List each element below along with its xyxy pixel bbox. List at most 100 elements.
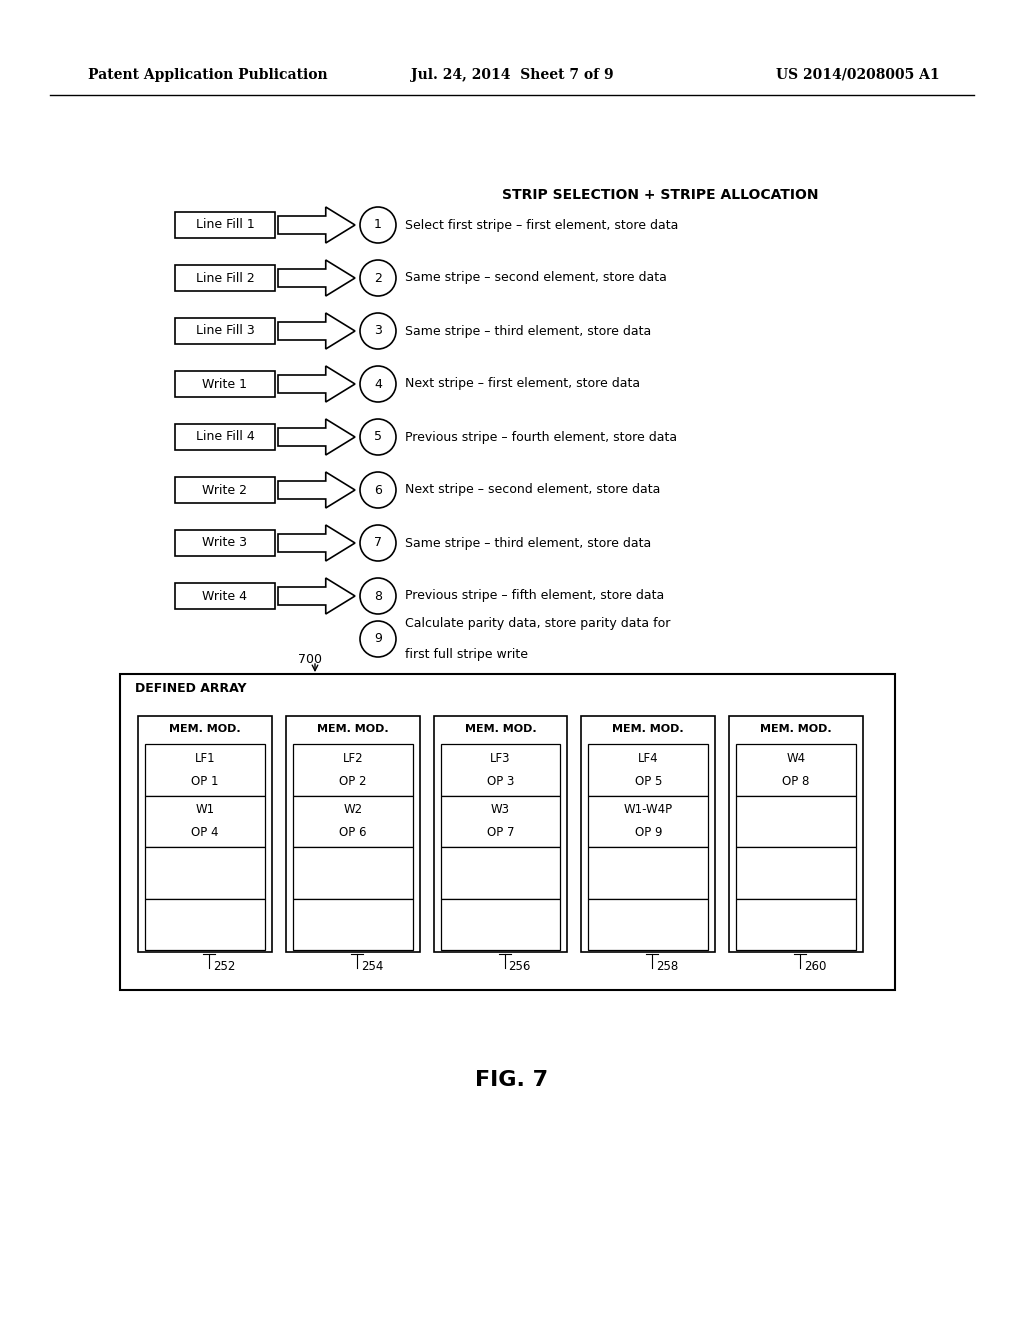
Text: Same stripe – third element, store data: Same stripe – third element, store data: [406, 536, 651, 549]
Circle shape: [360, 313, 396, 348]
Circle shape: [360, 366, 396, 403]
Bar: [433, 715, 567, 952]
Text: OP 9: OP 9: [635, 826, 663, 840]
Polygon shape: [278, 207, 355, 243]
Bar: [589, 744, 709, 796]
Text: 8: 8: [374, 590, 382, 602]
Bar: [736, 899, 856, 950]
Bar: [582, 715, 715, 952]
Text: MEM. MOD.: MEM. MOD.: [760, 723, 831, 734]
Bar: [175, 424, 275, 450]
Text: OP 7: OP 7: [486, 826, 514, 840]
Text: Write 2: Write 2: [203, 483, 248, 496]
Text: 3: 3: [374, 325, 382, 338]
Text: Patent Application Publication: Patent Application Publication: [88, 69, 328, 82]
Text: OP 8: OP 8: [782, 775, 810, 788]
Bar: [145, 796, 265, 847]
Bar: [440, 796, 560, 847]
Polygon shape: [278, 525, 355, 561]
Text: 7: 7: [374, 536, 382, 549]
Text: OP 3: OP 3: [486, 775, 514, 788]
Bar: [175, 265, 275, 290]
Bar: [293, 899, 413, 950]
Text: Previous stripe – fourth element, store data: Previous stripe – fourth element, store …: [406, 430, 677, 444]
Circle shape: [360, 620, 396, 657]
Text: LF2: LF2: [342, 752, 364, 764]
Text: Line Fill 1: Line Fill 1: [196, 219, 254, 231]
Text: OP 5: OP 5: [635, 775, 662, 788]
Text: Calculate parity data, store parity data for: Calculate parity data, store parity data…: [406, 616, 671, 630]
Text: MEM. MOD.: MEM. MOD.: [612, 723, 684, 734]
Text: OP 6: OP 6: [339, 826, 367, 840]
Text: 256: 256: [509, 960, 530, 973]
Text: first full stripe write: first full stripe write: [406, 648, 528, 661]
Bar: [729, 715, 863, 952]
Bar: [293, 796, 413, 847]
Text: US 2014/0208005 A1: US 2014/0208005 A1: [776, 69, 940, 82]
Bar: [175, 318, 275, 345]
Text: 9: 9: [374, 632, 382, 645]
Text: Same stripe – third element, store data: Same stripe – third element, store data: [406, 325, 651, 338]
Text: 700: 700: [298, 653, 322, 667]
Text: W1: W1: [196, 804, 214, 816]
Text: 1: 1: [374, 219, 382, 231]
Text: Same stripe – second element, store data: Same stripe – second element, store data: [406, 272, 667, 285]
Polygon shape: [278, 313, 355, 348]
Text: 5: 5: [374, 430, 382, 444]
Polygon shape: [278, 578, 355, 614]
Text: Line Fill 3: Line Fill 3: [196, 325, 254, 338]
Text: Next stripe – first element, store data: Next stripe – first element, store data: [406, 378, 640, 391]
Bar: [440, 899, 560, 950]
Bar: [175, 477, 275, 503]
Bar: [589, 847, 709, 899]
Text: LF4: LF4: [638, 752, 658, 764]
Text: 252: 252: [213, 960, 236, 973]
Text: Next stripe – second element, store data: Next stripe – second element, store data: [406, 483, 660, 496]
Text: LF1: LF1: [195, 752, 215, 764]
Text: Write 1: Write 1: [203, 378, 248, 391]
Text: 254: 254: [360, 960, 383, 973]
Bar: [589, 899, 709, 950]
Circle shape: [360, 418, 396, 455]
Bar: [138, 715, 271, 952]
Bar: [440, 744, 560, 796]
Circle shape: [360, 525, 396, 561]
Bar: [736, 847, 856, 899]
Text: MEM. MOD.: MEM. MOD.: [316, 723, 388, 734]
Bar: [589, 796, 709, 847]
Text: LF3: LF3: [490, 752, 511, 764]
Bar: [175, 583, 275, 609]
Text: 4: 4: [374, 378, 382, 391]
Text: FIG. 7: FIG. 7: [475, 1071, 549, 1090]
Bar: [175, 531, 275, 556]
Bar: [440, 847, 560, 899]
Polygon shape: [278, 260, 355, 296]
Text: 260: 260: [804, 960, 826, 973]
Text: OP 1: OP 1: [191, 775, 219, 788]
Circle shape: [360, 260, 396, 296]
Text: W3: W3: [490, 804, 510, 816]
Text: OP 2: OP 2: [339, 775, 367, 788]
Text: Line Fill 4: Line Fill 4: [196, 430, 254, 444]
Text: Write 3: Write 3: [203, 536, 248, 549]
Bar: [120, 675, 895, 990]
Text: Previous stripe – fifth element, store data: Previous stripe – fifth element, store d…: [406, 590, 665, 602]
Text: Select first stripe – first element, store data: Select first stripe – first element, sto…: [406, 219, 678, 231]
Text: DEFINED ARRAY: DEFINED ARRAY: [135, 682, 247, 696]
Text: OP 4: OP 4: [191, 826, 219, 840]
Polygon shape: [278, 366, 355, 403]
Text: 258: 258: [656, 960, 679, 973]
Bar: [736, 796, 856, 847]
Circle shape: [360, 578, 396, 614]
Polygon shape: [278, 418, 355, 455]
Bar: [145, 744, 265, 796]
Text: W4: W4: [786, 752, 806, 764]
Text: MEM. MOD.: MEM. MOD.: [169, 723, 241, 734]
Bar: [175, 371, 275, 397]
Bar: [175, 213, 275, 238]
Text: 6: 6: [374, 483, 382, 496]
Text: Write 4: Write 4: [203, 590, 248, 602]
Text: W2: W2: [343, 804, 362, 816]
Circle shape: [360, 207, 396, 243]
Text: STRIP SELECTION + STRIPE ALLOCATION: STRIP SELECTION + STRIPE ALLOCATION: [502, 187, 818, 202]
